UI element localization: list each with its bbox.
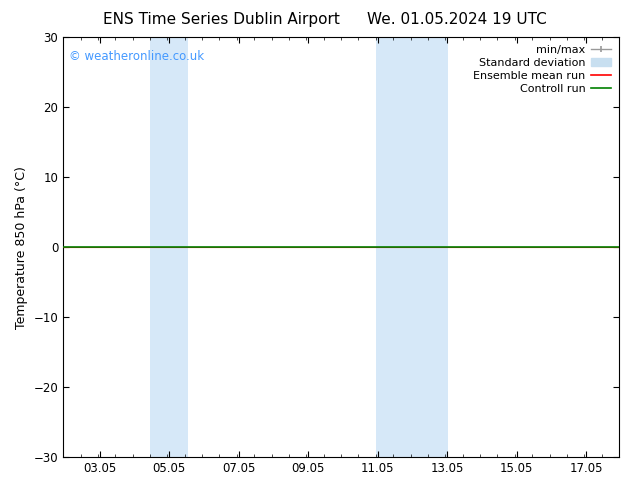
Bar bbox=[150, 37, 188, 457]
Bar bbox=[376, 37, 411, 457]
Bar bbox=[411, 37, 448, 457]
Text: We. 01.05.2024 19 UTC: We. 01.05.2024 19 UTC bbox=[366, 12, 547, 27]
Text: ENS Time Series Dublin Airport: ENS Time Series Dublin Airport bbox=[103, 12, 340, 27]
Y-axis label: Temperature 850 hPa (°C): Temperature 850 hPa (°C) bbox=[15, 166, 28, 329]
Text: © weatheronline.co.uk: © weatheronline.co.uk bbox=[68, 50, 204, 63]
Legend: min/max, Standard deviation, Ensemble mean run, Controll run: min/max, Standard deviation, Ensemble me… bbox=[471, 43, 614, 96]
